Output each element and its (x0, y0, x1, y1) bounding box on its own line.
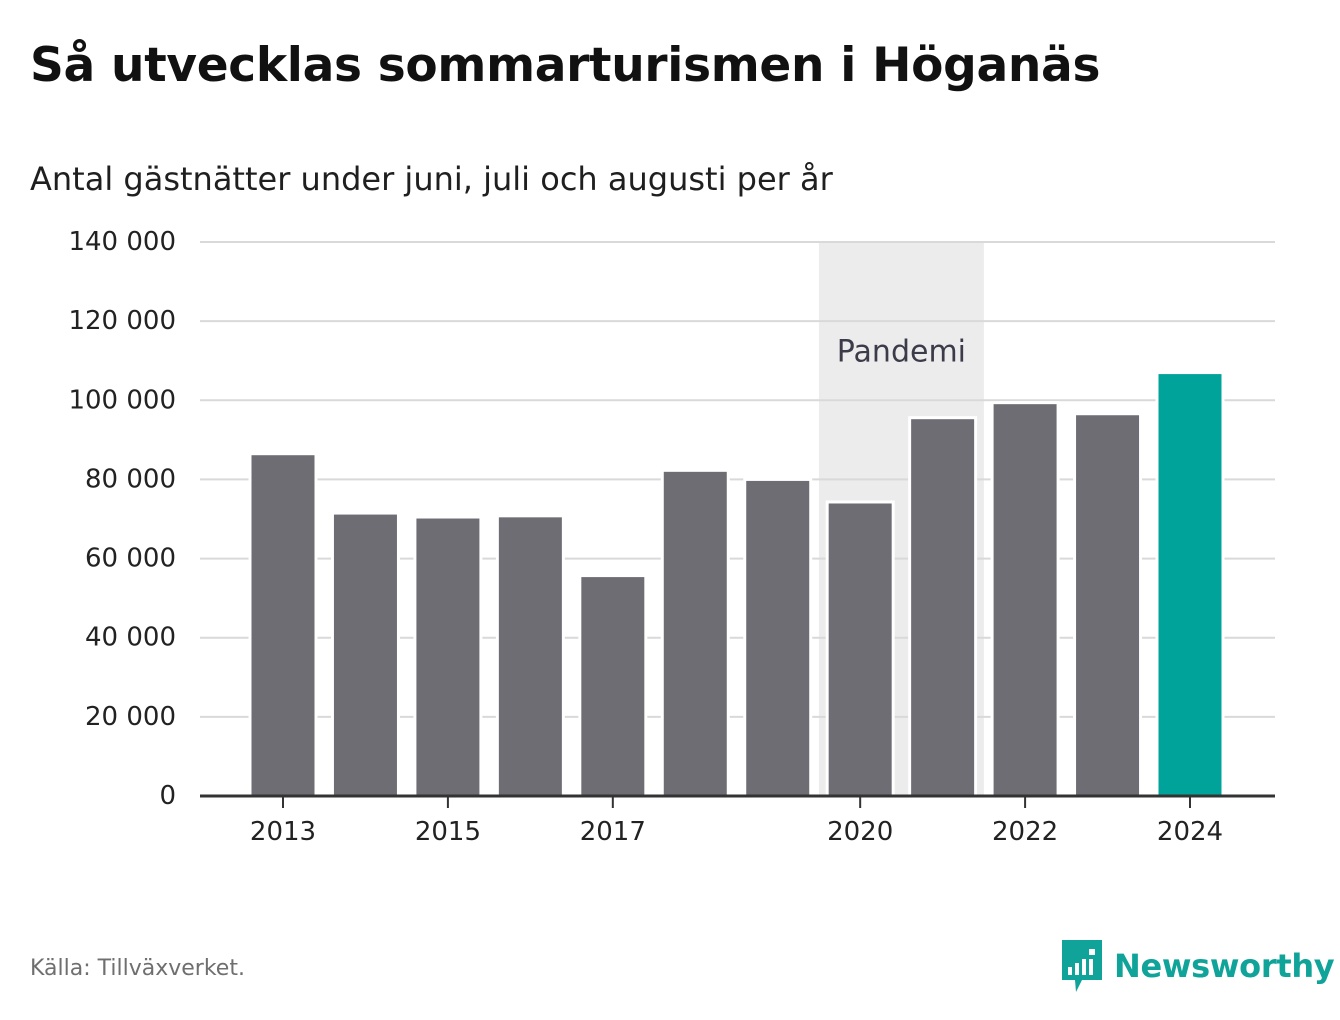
x-tick-label: 2020 (827, 817, 893, 847)
bar-2024 (1155, 371, 1225, 798)
source-note: Källa: Tillväxverket. (30, 956, 245, 981)
annotation-label: Pandemi (837, 335, 966, 370)
bar-chart: 0 20 000 40 000 60 000 80 000 100 000 120 000 1… (68, 227, 1275, 847)
bar-2019 (743, 477, 813, 798)
y-tick-label: 20 000 (85, 702, 176, 732)
y-tick-label: 0 (159, 781, 176, 811)
bar-2021 (908, 416, 978, 798)
y-tick-label: 80 000 (85, 464, 176, 494)
y-tick-label: 120 000 (68, 306, 176, 336)
bar-2015 (413, 515, 483, 798)
bar-2018 (660, 468, 730, 798)
x-tick-label: 2017 (580, 817, 646, 847)
bar-2014 (330, 511, 400, 798)
bar-2020 (825, 500, 895, 798)
bar-2016 (495, 514, 565, 798)
brand: Newsworthy (1062, 938, 1335, 994)
brand-name: Newsworthy (1114, 947, 1335, 985)
x-tick-label: 2015 (415, 817, 481, 847)
bar-2013 (248, 452, 318, 798)
y-tick-label: 140 000 (68, 227, 176, 257)
bar-2017 (578, 574, 648, 798)
chart-title: Så utvecklas sommarturismen i Höganäs (30, 38, 1101, 93)
bar-2022 (990, 401, 1060, 798)
y-tick-label: 100 000 (68, 385, 176, 415)
x-tick-label: 2013 (250, 817, 316, 847)
y-tick-label: 40 000 (85, 623, 176, 653)
x-tick-label: 2024 (1157, 817, 1223, 847)
bar-2023 (1073, 412, 1143, 798)
y-tick-label: 60 000 (85, 544, 176, 574)
newsworthy-logo-icon (1062, 940, 1102, 992)
x-tick-label: 2022 (992, 817, 1058, 847)
chart-subtitle: Antal gästnätter under juni, juli och au… (30, 160, 833, 198)
